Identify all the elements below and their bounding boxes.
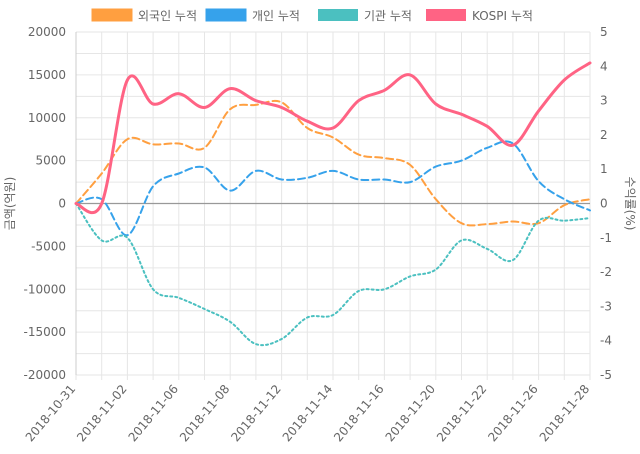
x-tick-label: 2018-11-26 [485, 382, 541, 444]
y-right-axis-title: 수익률(%) [623, 177, 637, 231]
y-left-tick-label: -5000 [31, 239, 66, 253]
legend-item-kospi[interactable]: KOSPI 누적 [426, 9, 533, 23]
y-right-tick-label: 3 [600, 94, 608, 108]
x-tick-label: 2018-11-20 [383, 382, 439, 444]
x-tick-label: 2018-11-02 [74, 382, 130, 444]
y-right-tick-label: -1 [600, 231, 612, 245]
legend-swatch [205, 8, 247, 22]
legend[interactable]: 외국인 누적 개인 누적 기관 누적 KOSPI 누적 [91, 8, 533, 23]
series [74, 61, 592, 347]
y-left-tick-label: 10000 [28, 111, 66, 125]
y-left-tick-label: 5000 [35, 154, 66, 168]
x-tick-label: 2018-11-14 [280, 382, 336, 444]
y-left-tick-label: 20000 [28, 25, 66, 39]
y-left-tick-label: 0 [58, 197, 66, 211]
legend-label: KOSPI 누적 [472, 9, 533, 23]
legend-swatch [318, 9, 358, 21]
axes: -20000-15000-10000-500005000100001500020… [3, 25, 637, 444]
legend-item-foreign[interactable]: 외국인 누적 [91, 8, 197, 23]
legend-swatch [426, 9, 466, 21]
series-line-foreign [75, 99, 591, 227]
y-right-tick-label: -3 [600, 299, 612, 313]
series-line-individual [75, 140, 591, 237]
legend-item-individual[interactable]: 개인 누적 [205, 8, 300, 23]
x-tick-label: 2018-10-31 [23, 382, 79, 444]
legend-label: 기관 누적 [364, 9, 412, 23]
x-tick-label: 2018-11-22 [434, 382, 490, 444]
y-left-tick-label: -10000 [23, 282, 66, 296]
legend-item-institution[interactable]: 기관 누적 [318, 9, 412, 23]
y-right-tick-label: 5 [600, 25, 608, 39]
x-tick-label: 2018-11-12 [228, 382, 284, 444]
y-right-tick-label: -2 [600, 265, 612, 279]
series-line-institution [75, 202, 591, 347]
x-tick-label: 2018-11-08 [177, 382, 233, 444]
y-right-tick-label: -5 [600, 368, 612, 382]
y-left-axis-title: 금액(억원) [3, 177, 17, 231]
y-left-tick-label: -15000 [23, 325, 66, 339]
grid [75, 31, 591, 380]
y-right-tick-label: 0 [600, 197, 608, 211]
series-line-kospi [74, 61, 592, 215]
x-tick-label: 2018-11-06 [126, 382, 182, 444]
legend-swatch [91, 8, 133, 22]
x-tick-label: 2018-11-28 [537, 382, 593, 444]
y-right-tick-label: 4 [600, 59, 608, 73]
legend-label: 외국인 누적 [138, 9, 197, 23]
y-right-tick-label: 2 [600, 128, 608, 142]
y-right-tick-label: -4 [600, 334, 612, 348]
y-left-tick-label: -20000 [23, 368, 66, 382]
y-left-tick-label: 15000 [28, 68, 66, 82]
x-tick-label: 2018-11-16 [331, 382, 387, 444]
legend-label: 개인 누적 [252, 9, 300, 23]
y-right-tick-label: 1 [600, 162, 608, 176]
